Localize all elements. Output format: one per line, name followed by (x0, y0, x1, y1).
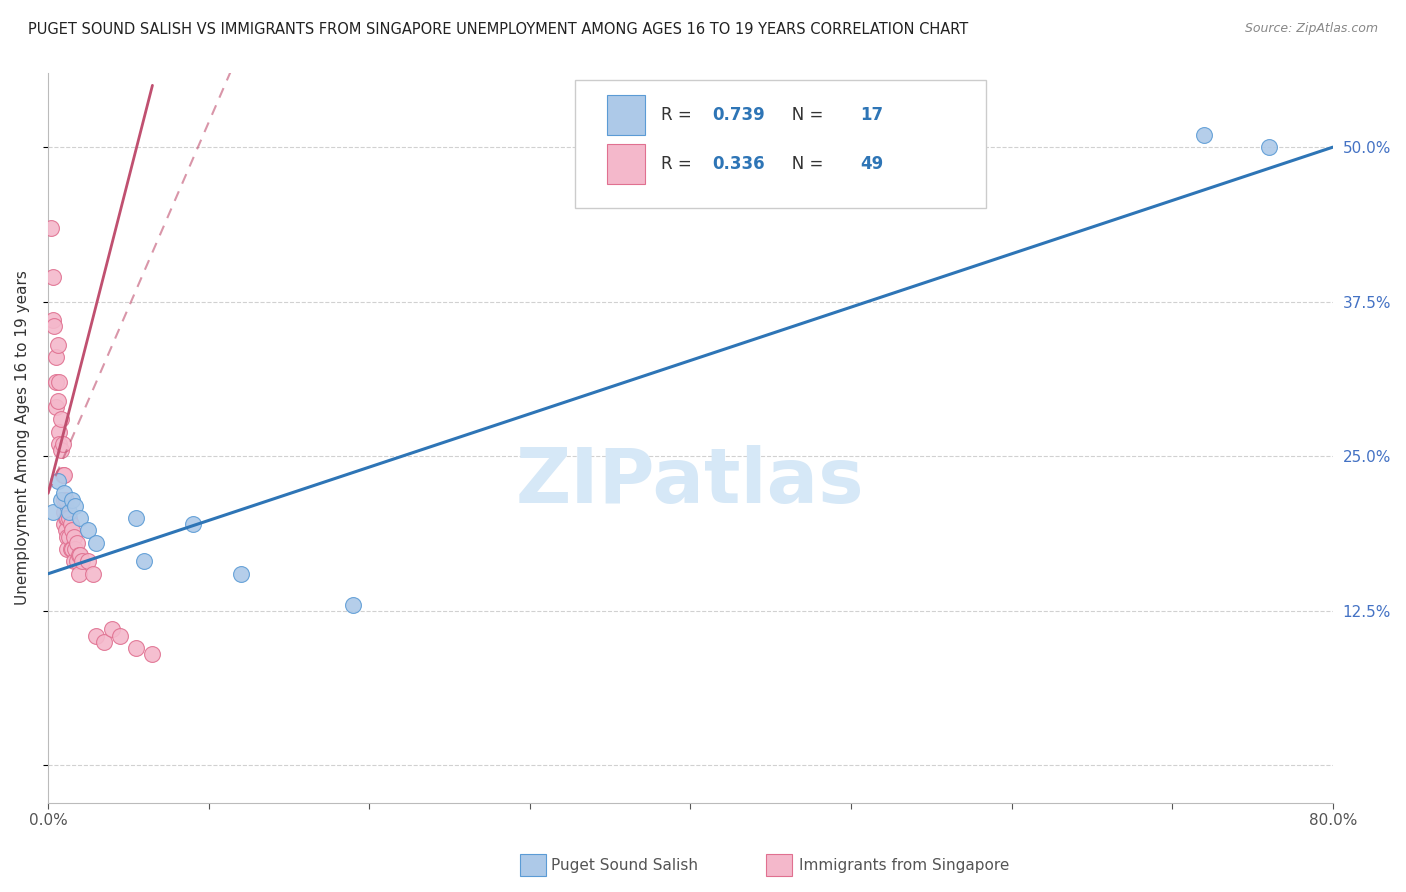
Point (49, 412, 72, 426)
Text: 0.739: 0.739 (713, 106, 765, 124)
Point (60, 492, 83, 507)
Point (125, 511, 148, 525)
Point (49, 492, 72, 507)
Point (69, 511, 91, 525)
Point (45, 351, 67, 365)
Point (69, 548, 91, 562)
Point (84, 536, 107, 550)
Point (48, 375, 70, 389)
Text: R =: R = (661, 106, 697, 124)
Text: N =: N = (776, 155, 830, 173)
Point (51, 437, 73, 451)
Text: R =: R = (661, 155, 697, 173)
Text: 17: 17 (860, 106, 883, 124)
Text: 0.336: 0.336 (713, 155, 765, 173)
Point (58, 511, 80, 525)
Point (53, 467, 76, 482)
Point (65, 499, 87, 513)
Point (77, 524, 100, 538)
Point (110, 629, 132, 643)
Point (141, 647, 163, 661)
Point (58, 530, 80, 544)
Point (46, 338, 69, 352)
Point (48, 437, 70, 451)
Text: 49: 49 (860, 155, 883, 173)
Point (134, 554, 156, 568)
Point (229, 566, 252, 581)
Text: PUGET SOUND SALISH VS IMMIGRANTS FROM SINGAPORE UNEMPLOYMENT AMONG AGES 16 TO 19: PUGET SOUND SALISH VS IMMIGRANTS FROM SI… (28, 22, 969, 37)
Point (59, 517, 82, 532)
Point (53, 505, 76, 519)
Point (44, 319, 66, 334)
Text: ZIPatlas: ZIPatlas (516, 444, 865, 518)
Point (60, 542, 83, 557)
Point (62, 530, 84, 544)
Point (42, 505, 65, 519)
Point (46, 393, 69, 408)
Text: Puget Sound Salish: Puget Sound Salish (551, 858, 699, 872)
Y-axis label: Unemployment Among Ages 16 to 19 years: Unemployment Among Ages 16 to 19 years (15, 270, 30, 605)
Point (181, 517, 204, 532)
Point (70, 554, 93, 568)
Text: N =: N = (776, 106, 830, 124)
Point (59, 542, 82, 557)
Point (93, 634, 115, 648)
Point (55, 511, 77, 525)
Point (53, 486, 76, 500)
Point (49, 443, 72, 458)
FancyBboxPatch shape (607, 95, 645, 136)
Point (58, 505, 80, 519)
Point (60, 524, 83, 538)
Text: Immigrants from Singapore: Immigrants from Singapore (799, 858, 1010, 872)
Point (51, 467, 73, 482)
Point (46, 474, 69, 488)
Point (39, 220, 62, 235)
Point (62, 554, 84, 568)
Point (77, 554, 100, 568)
Point (56, 530, 79, 544)
Point (84, 629, 107, 643)
Point (45, 375, 67, 389)
Point (67, 548, 90, 562)
Point (55, 524, 77, 538)
Point (56, 511, 79, 525)
Point (48, 425, 70, 439)
Point (1257, 140, 1279, 154)
Point (55, 492, 77, 507)
Point (45, 400, 67, 414)
Point (101, 623, 124, 637)
Point (67, 566, 90, 581)
Point (66, 536, 89, 550)
FancyBboxPatch shape (575, 80, 986, 208)
Point (82, 566, 104, 581)
Point (53, 517, 76, 532)
Point (1194, 128, 1216, 142)
Point (56, 542, 79, 557)
Point (42, 313, 65, 327)
Point (125, 640, 148, 655)
Point (65, 542, 87, 557)
Point (342, 598, 364, 612)
FancyBboxPatch shape (607, 145, 645, 185)
Text: Source: ZipAtlas.com: Source: ZipAtlas.com (1244, 22, 1378, 36)
Point (66, 554, 89, 568)
Point (42, 270, 65, 285)
Point (53, 492, 76, 507)
